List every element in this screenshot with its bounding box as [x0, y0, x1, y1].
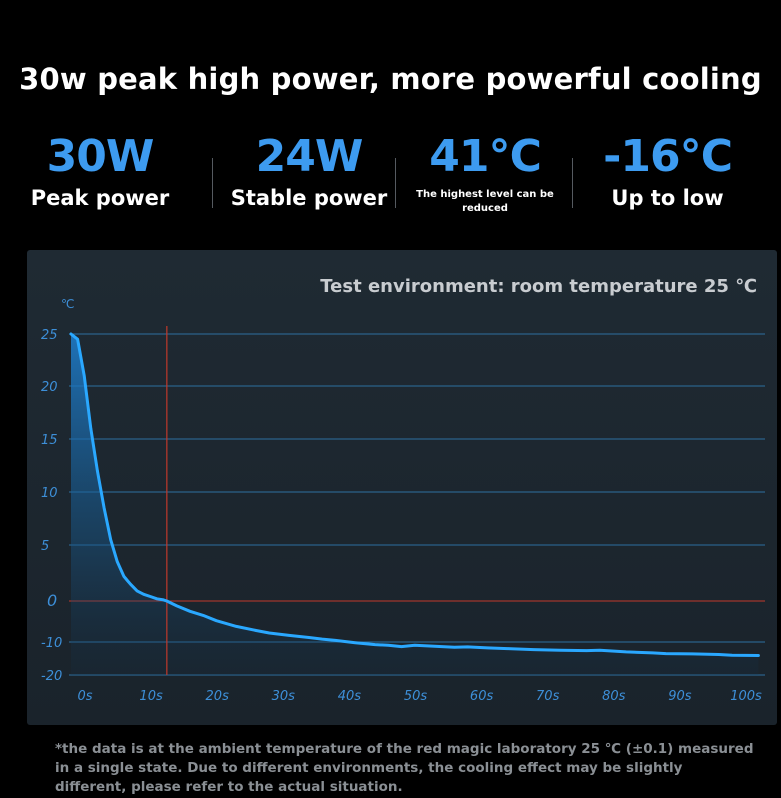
x-tick-label: 80s [602, 689, 626, 704]
x-tick-label: 20s [206, 689, 230, 704]
stat-label: The highest level can be reduced [416, 189, 554, 214]
y-tick-label: -20 [41, 669, 62, 684]
stat-label: Peak power [30, 186, 170, 210]
chart-title: Test environment: room temperature 25 ℃ [320, 276, 757, 297]
chart-panel: Test environment: room temperature 25 ℃ … [27, 250, 777, 725]
headline: 30w peak high power, more powerful cooli… [19, 62, 762, 96]
x-tick-label: 0s [77, 689, 92, 704]
stat-stable-power: 24W Stable power [228, 128, 390, 210]
y-tick-label: 0 [47, 591, 57, 610]
x-tick-label: 70s [536, 689, 560, 704]
x-tick-label: 100s [730, 689, 762, 704]
stat-value: -16℃ [603, 131, 733, 182]
stat-peak-power: 30W Peak power [30, 128, 170, 210]
x-tick-label: 30s [272, 689, 296, 704]
x-tick-label: 10s [139, 689, 163, 704]
footnote: *the data is at the ambient temperature … [55, 741, 754, 795]
stat-value: 41℃ [429, 131, 542, 182]
x-tick-label: 90s [668, 689, 692, 704]
stat-label: Stable power [230, 186, 388, 210]
y-tick-label: -10 [41, 636, 62, 651]
temperature-curve [69, 332, 760, 657]
stat-divider [572, 158, 573, 208]
stat-value: 24W [255, 131, 364, 182]
stat-highest-reduction: 41℃ The highest level can be reduced [410, 128, 560, 216]
stat-label: Up to low [611, 186, 724, 210]
x-tick-label: 60s [470, 689, 494, 704]
curve-area-fill [71, 334, 759, 675]
y-tick-label: 20 [41, 380, 58, 395]
stat-lowest-temp: -16℃ Up to low [595, 128, 740, 210]
stats-row: 30W Peak power 24W Stable power 41℃ The … [30, 128, 750, 228]
x-tick-label: 40s [338, 689, 362, 704]
stat-divider [395, 158, 396, 208]
y-tick-label: 15 [41, 433, 58, 448]
stat-divider [212, 158, 213, 208]
y-tick-label: 5 [41, 539, 49, 554]
x-tick-label: 50s [404, 689, 428, 704]
temperature-chart: 25 20 15 10 5 0 -10 -20 ℃ 0s 10s 20s 30s 40s 50s 60s 70s… [41, 297, 765, 704]
stat-value: 30W [46, 131, 155, 182]
y-tick-label: 10 [41, 486, 58, 501]
y-tick-label: 25 [41, 328, 58, 343]
y-axis-unit-label: ℃ [61, 297, 74, 311]
